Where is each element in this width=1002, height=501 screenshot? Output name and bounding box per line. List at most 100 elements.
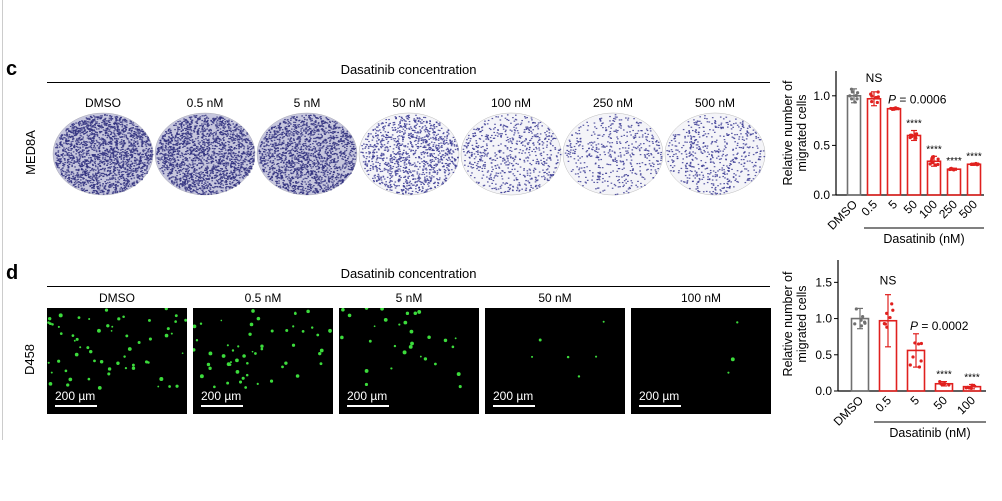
panel-d-condition-label: 100 nM	[680, 291, 722, 305]
panel-c-condition-label: 500 nM	[694, 96, 736, 110]
panel-letter-c: c	[6, 58, 18, 80]
fluorescence-image: 200 µm	[47, 308, 187, 414]
data-point	[942, 382, 946, 386]
y-axis-label: Relative number ofmigrated cells	[781, 80, 809, 185]
y-tick-label: 1.0	[815, 312, 832, 326]
bar	[846, 94, 862, 196]
panel-d-condition-label: 5 nM	[395, 291, 423, 305]
transwell-image	[460, 112, 562, 196]
y-tick-label: 0.5	[815, 348, 832, 362]
scale-bar-label: 200 µm	[493, 389, 533, 403]
data-point	[870, 99, 874, 104]
panel-c-header: Dasatinib concentration	[340, 62, 477, 77]
bar	[850, 317, 870, 392]
significance-annotation: ****	[964, 372, 980, 383]
significance-annotation: NS	[866, 71, 883, 85]
panel-c-condition-label: 100 nM	[490, 96, 532, 110]
x-tick-label: 50	[931, 393, 951, 413]
data-point	[970, 383, 974, 387]
significance-annotation: ****	[966, 151, 982, 162]
bar	[946, 168, 962, 196]
data-point	[891, 308, 895, 312]
transwell-image	[256, 112, 358, 196]
fluorescence-image: 200 µm	[339, 308, 479, 414]
data-point	[931, 155, 936, 159]
y-tick-label: 0.0	[815, 384, 832, 398]
y-tick-label: 0.5	[813, 138, 830, 152]
data-point	[913, 132, 917, 136]
transwell-image	[52, 112, 154, 196]
data-point	[853, 322, 857, 326]
data-point	[967, 386, 971, 390]
data-point	[964, 386, 968, 390]
x-tick-label: DMSO	[831, 393, 866, 428]
data-point	[859, 318, 863, 322]
panel-d-condition-label: 50 nM	[538, 291, 572, 305]
data-point	[973, 384, 977, 388]
data-point	[938, 380, 942, 384]
data-point	[853, 100, 857, 104]
significance-annotation: P = 0.0006	[888, 93, 947, 107]
data-point	[933, 163, 938, 167]
panel-d-row-label: D458	[22, 343, 38, 376]
data-point	[885, 311, 889, 315]
data-point	[913, 341, 917, 345]
data-point	[848, 94, 852, 98]
data-point	[936, 162, 940, 167]
data-point	[888, 315, 892, 320]
fluorescence-image: 200 µm	[631, 308, 771, 414]
data-point	[850, 97, 854, 101]
significance-annotation: ****	[936, 370, 952, 381]
panel-c-condition-label: 0.5 nM	[186, 96, 224, 110]
data-point	[850, 90, 854, 94]
data-point	[972, 162, 976, 166]
chart-c: 0.0 0.5 1.0 Relative number ofmigrated cell…	[781, 71, 984, 246]
scale-bar-label: 200 µm	[55, 389, 95, 403]
transwell-image	[154, 112, 256, 196]
panel-d-header-line	[47, 286, 770, 287]
left-border	[2, 0, 3, 440]
x-tick-label: 5	[885, 197, 900, 212]
data-point	[919, 341, 924, 346]
data-point	[975, 163, 979, 167]
x-tick-label: 0.5	[872, 393, 894, 415]
data-point	[910, 134, 914, 139]
data-point	[855, 91, 860, 95]
data-point	[969, 162, 973, 166]
data-point	[854, 307, 858, 311]
bar	[966, 163, 982, 196]
x-tick-label: 500	[956, 197, 980, 221]
data-point	[936, 157, 940, 161]
y-tick-label: 1.5	[815, 275, 832, 289]
significance-annotation: ****	[946, 156, 962, 167]
significance-annotation: P = 0.0002	[910, 319, 969, 333]
x-tick-label: 250	[936, 197, 960, 221]
x-tick-label: DMSO	[825, 197, 860, 232]
data-point	[849, 87, 854, 91]
data-point	[882, 322, 886, 326]
panel-c-header-line	[47, 82, 770, 83]
data-point	[885, 325, 889, 329]
data-point	[863, 320, 867, 324]
panel-c-condition-label: 5 nM	[293, 96, 321, 110]
transwell-image	[664, 112, 766, 196]
data-point	[917, 365, 922, 369]
data-point	[876, 90, 880, 94]
x-tick-label: 0.5	[858, 197, 880, 219]
data-point	[875, 100, 879, 105]
data-point	[859, 324, 864, 328]
significance-annotation: ****	[926, 144, 942, 155]
x-tick-label: 100	[954, 393, 978, 417]
panel-c-condition-label: 50 nM	[392, 96, 426, 110]
fluorescence-image: 200 µm	[485, 308, 625, 414]
y-tick-label: 1.0	[813, 89, 830, 103]
panel-d-condition-label: DMSO	[99, 291, 135, 305]
panel-c-condition-label: DMSO	[85, 96, 121, 110]
x-tick-label: 5	[907, 393, 922, 408]
data-point	[890, 302, 894, 306]
transwell-image	[358, 112, 460, 196]
panel-d-condition-label: 0.5 nM	[244, 291, 282, 305]
data-point	[911, 355, 915, 359]
panel-letter-d: d	[6, 262, 19, 284]
